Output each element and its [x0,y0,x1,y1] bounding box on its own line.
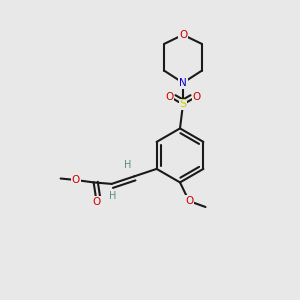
Text: O: O [92,197,101,207]
Text: H: H [124,160,132,170]
Text: N: N [179,78,187,88]
Text: O: O [192,92,201,102]
Text: O: O [165,92,174,102]
Text: S: S [179,99,187,110]
Text: O: O [185,196,193,206]
Text: O: O [179,30,187,40]
Text: O: O [71,175,80,185]
Text: H: H [110,191,117,201]
